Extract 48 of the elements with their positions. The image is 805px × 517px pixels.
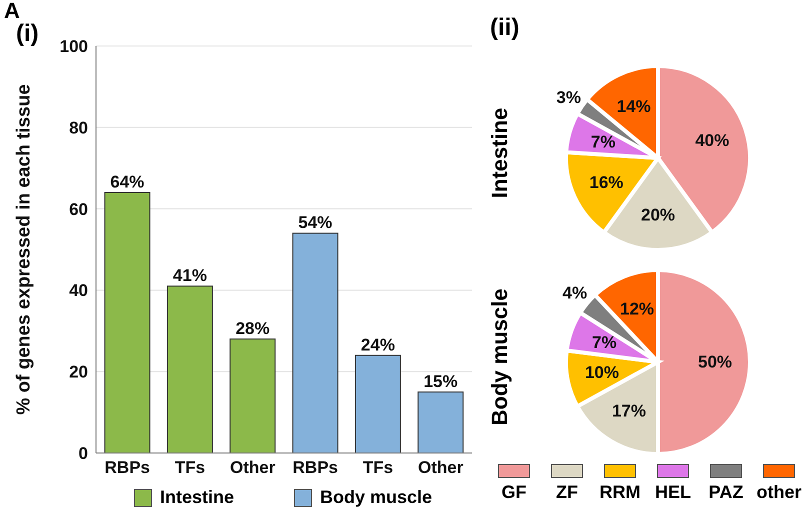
bar [292, 232, 338, 453]
x-tick-label: TFs [362, 458, 394, 478]
data-label: 54% [298, 213, 332, 232]
legend-label: other [756, 482, 802, 503]
y-tick-label: 0 [78, 444, 88, 464]
data-label: 15% [424, 372, 458, 391]
data-label: 14% [616, 96, 651, 116]
legend-label: HEL [655, 482, 691, 503]
data-label: 24% [360, 335, 395, 354]
data-label: 12% [620, 299, 654, 318]
data-label: 16% [589, 172, 624, 192]
y-tick-label: 100 [60, 37, 88, 56]
legend-label: GF [502, 482, 526, 503]
data-label: 50% [698, 352, 732, 372]
legend-label: ZF [556, 482, 578, 503]
bar [230, 338, 276, 453]
x-tick-label: RBPs [104, 458, 150, 478]
bar [104, 192, 150, 453]
bar [418, 391, 464, 453]
data-label: 4% [562, 284, 588, 303]
x-tick-label: Other [418, 458, 464, 478]
data-label: 7% [592, 333, 617, 352]
legend-label: RRM [600, 482, 640, 503]
y-tick-label: 20 [69, 362, 88, 382]
data-label: 3% [556, 88, 581, 107]
bar [166, 286, 213, 453]
bar [354, 354, 401, 453]
y-tick-label: 40 [69, 281, 88, 300]
data-label: 7% [590, 132, 616, 152]
text: (ii) [490, 14, 520, 42]
data-label: 41% [172, 266, 207, 286]
legend-label: Intestine [160, 487, 234, 508]
data-label: 40% [695, 130, 730, 150]
legend-label: PAZ [708, 482, 744, 503]
data-label: 10% [584, 363, 619, 382]
data-label: 64% [110, 172, 144, 192]
y-tick-label: 60 [69, 200, 88, 219]
data-label: 17% [612, 402, 646, 421]
x-tick-label: Other [230, 458, 276, 478]
legend-label: Body muscle [320, 487, 432, 508]
data-label: 20% [640, 206, 676, 225]
x-tick-label: RBPs [292, 458, 338, 478]
y-tick-label: 80 [69, 118, 88, 138]
text: Intestine [487, 108, 513, 198]
x-tick-label: TFs [174, 458, 206, 478]
y-axis-title: % of genes expressed in each tissue [14, 84, 35, 415]
data-label: 28% [236, 319, 270, 338]
text: Body muscle [487, 288, 513, 426]
